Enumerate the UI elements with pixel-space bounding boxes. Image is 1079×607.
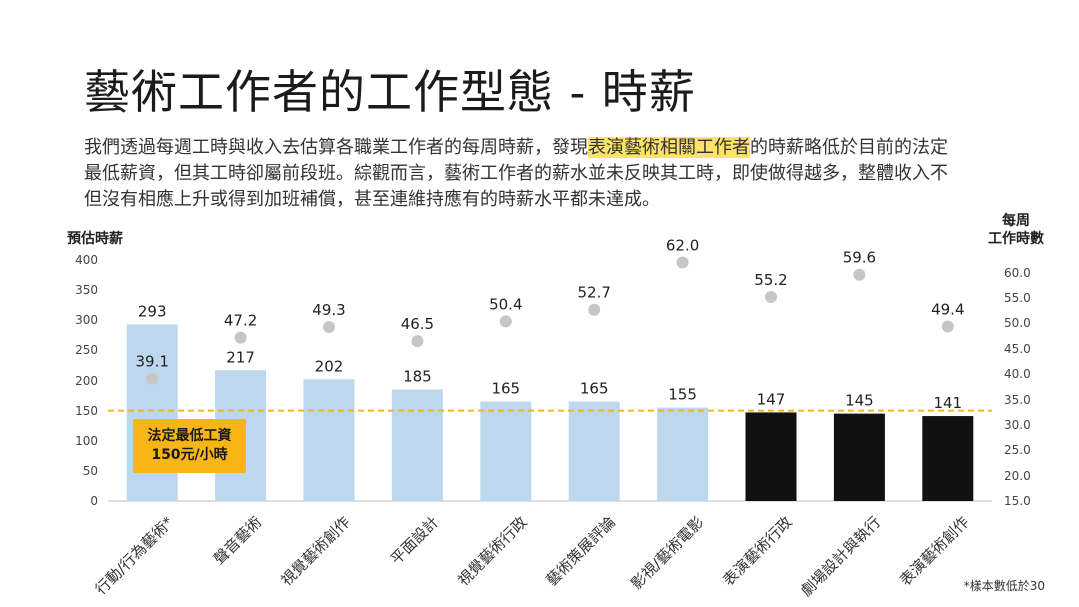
page-title: 藝術工作者的工作型態 - 時薪	[84, 65, 696, 119]
y2-tick-label: 60.0	[1004, 265, 1031, 280]
hours-dot	[499, 315, 512, 328]
bar-value-label: 165	[580, 380, 609, 398]
intro-paragraph: 我們透過每週工時與收入去估算各職業工作者的每周時薪，發現表演藝術相關工作者的時薪…	[84, 135, 964, 213]
y2-tick-label: 50.0	[1004, 316, 1031, 331]
hours-dot	[323, 320, 335, 333]
y2-tick-label: 40.0	[1004, 367, 1031, 382]
bar-value-label: 202	[315, 357, 344, 375]
y2-tick-label: 55.0	[1004, 291, 1031, 306]
hours-dot	[765, 291, 777, 304]
intro-text-part1: 我們透過每週工時與收入去估算各職業工作者的每周時薪，發現	[84, 137, 588, 158]
x-tick-label: 平面設計	[387, 513, 442, 568]
hours-dot	[146, 372, 159, 385]
y-tick-label: 350	[75, 283, 98, 298]
hours-value-label: 55.2	[754, 271, 787, 289]
bar-value-label: 155	[668, 386, 697, 404]
bar-value-label: 217	[226, 348, 255, 366]
x-tick-label: 藝術策展評論	[543, 513, 619, 589]
bar-value-label: 165	[491, 380, 520, 398]
hours-value-label: 39.1	[135, 353, 168, 371]
bar	[922, 416, 974, 501]
hours-dot	[853, 268, 866, 281]
min-wage-callout-line2: 150元/小時	[151, 447, 228, 463]
y-tick-label: 50	[82, 463, 98, 478]
hours-dot	[676, 256, 689, 269]
x-tick-label: 行動/行為藝術*	[92, 513, 178, 599]
min-wage-callout: 法定最低工資 150元/小時	[133, 419, 246, 473]
bar	[303, 379, 355, 501]
hours-value-label: 50.4	[489, 295, 522, 313]
hours-value-label: 49.4	[931, 300, 964, 318]
bar-value-label: 293	[138, 302, 167, 320]
hours-value-label: 49.3	[312, 301, 345, 319]
y-axis-title: 預估時薪	[67, 231, 123, 247]
hours-value-label: 62.0	[666, 237, 699, 255]
y2-axis-title-line1: 每周	[1002, 213, 1030, 229]
x-tick-label: 表演藝術創作	[896, 513, 972, 589]
y-tick-label: 0	[90, 494, 98, 508]
intro-highlight: 表演藝術相關工作者	[588, 137, 750, 158]
bar	[745, 412, 797, 501]
x-tick-label: 視覺藝術行政	[454, 513, 530, 589]
y-tick-label: 250	[75, 343, 98, 358]
y-tick-label: 100	[75, 433, 98, 448]
intro-text-part2: 的時薪略低於目前的法定最低薪資，但其工時卻屬前段班。綜觀而言，藝術工作者的薪水並…	[84, 137, 948, 210]
x-tick-label: 聲音藝術	[210, 513, 265, 568]
hours-value-label: 46.5	[401, 315, 434, 333]
bar	[657, 407, 709, 501]
y2-tick-label: 25.0	[1004, 443, 1031, 458]
x-tick-label: 表演藝術行政	[719, 513, 795, 589]
x-tick-label: 影視/藝術電影	[627, 513, 707, 593]
x-tick-label: 劇場設計與執行	[797, 513, 884, 600]
y-tick-label: 400	[75, 253, 98, 267]
x-tick-label: 視覺藝術創作	[277, 513, 353, 589]
hours-dot	[941, 320, 954, 333]
bar	[480, 401, 532, 501]
hours-dot	[588, 303, 601, 316]
bar	[833, 413, 885, 501]
hours-dot	[234, 331, 247, 344]
y-tick-label: 300	[75, 313, 98, 328]
bar-value-label: 145	[845, 392, 874, 410]
bar	[568, 401, 620, 501]
footnote: *樣本數低於30	[963, 579, 1045, 593]
min-wage-callout-line1: 法定最低工資	[147, 428, 232, 444]
bar	[126, 324, 178, 501]
bar	[391, 389, 443, 501]
y-tick-label: 150	[75, 403, 98, 418]
y2-tick-label: 15.0	[1004, 494, 1031, 508]
bar-value-label: 185	[403, 368, 432, 386]
hours-value-label: 47.2	[224, 312, 257, 330]
y-tick-label: 200	[75, 373, 98, 388]
y2-axis-title-line2: 工作時數	[988, 231, 1044, 247]
bar-value-label: 141	[933, 394, 962, 412]
y2-tick-label: 45.0	[1004, 341, 1031, 356]
y2-tick-label: 35.0	[1004, 392, 1031, 407]
y2-axis-title: 每周 工作時數	[976, 212, 1056, 248]
hours-dot	[411, 335, 424, 348]
hours-value-label: 59.6	[843, 249, 876, 267]
bar-value-label: 147	[757, 390, 786, 408]
y2-tick-label: 20.0	[1004, 468, 1031, 483]
hours-value-label: 52.7	[577, 284, 610, 302]
y2-tick-label: 30.0	[1004, 417, 1031, 432]
